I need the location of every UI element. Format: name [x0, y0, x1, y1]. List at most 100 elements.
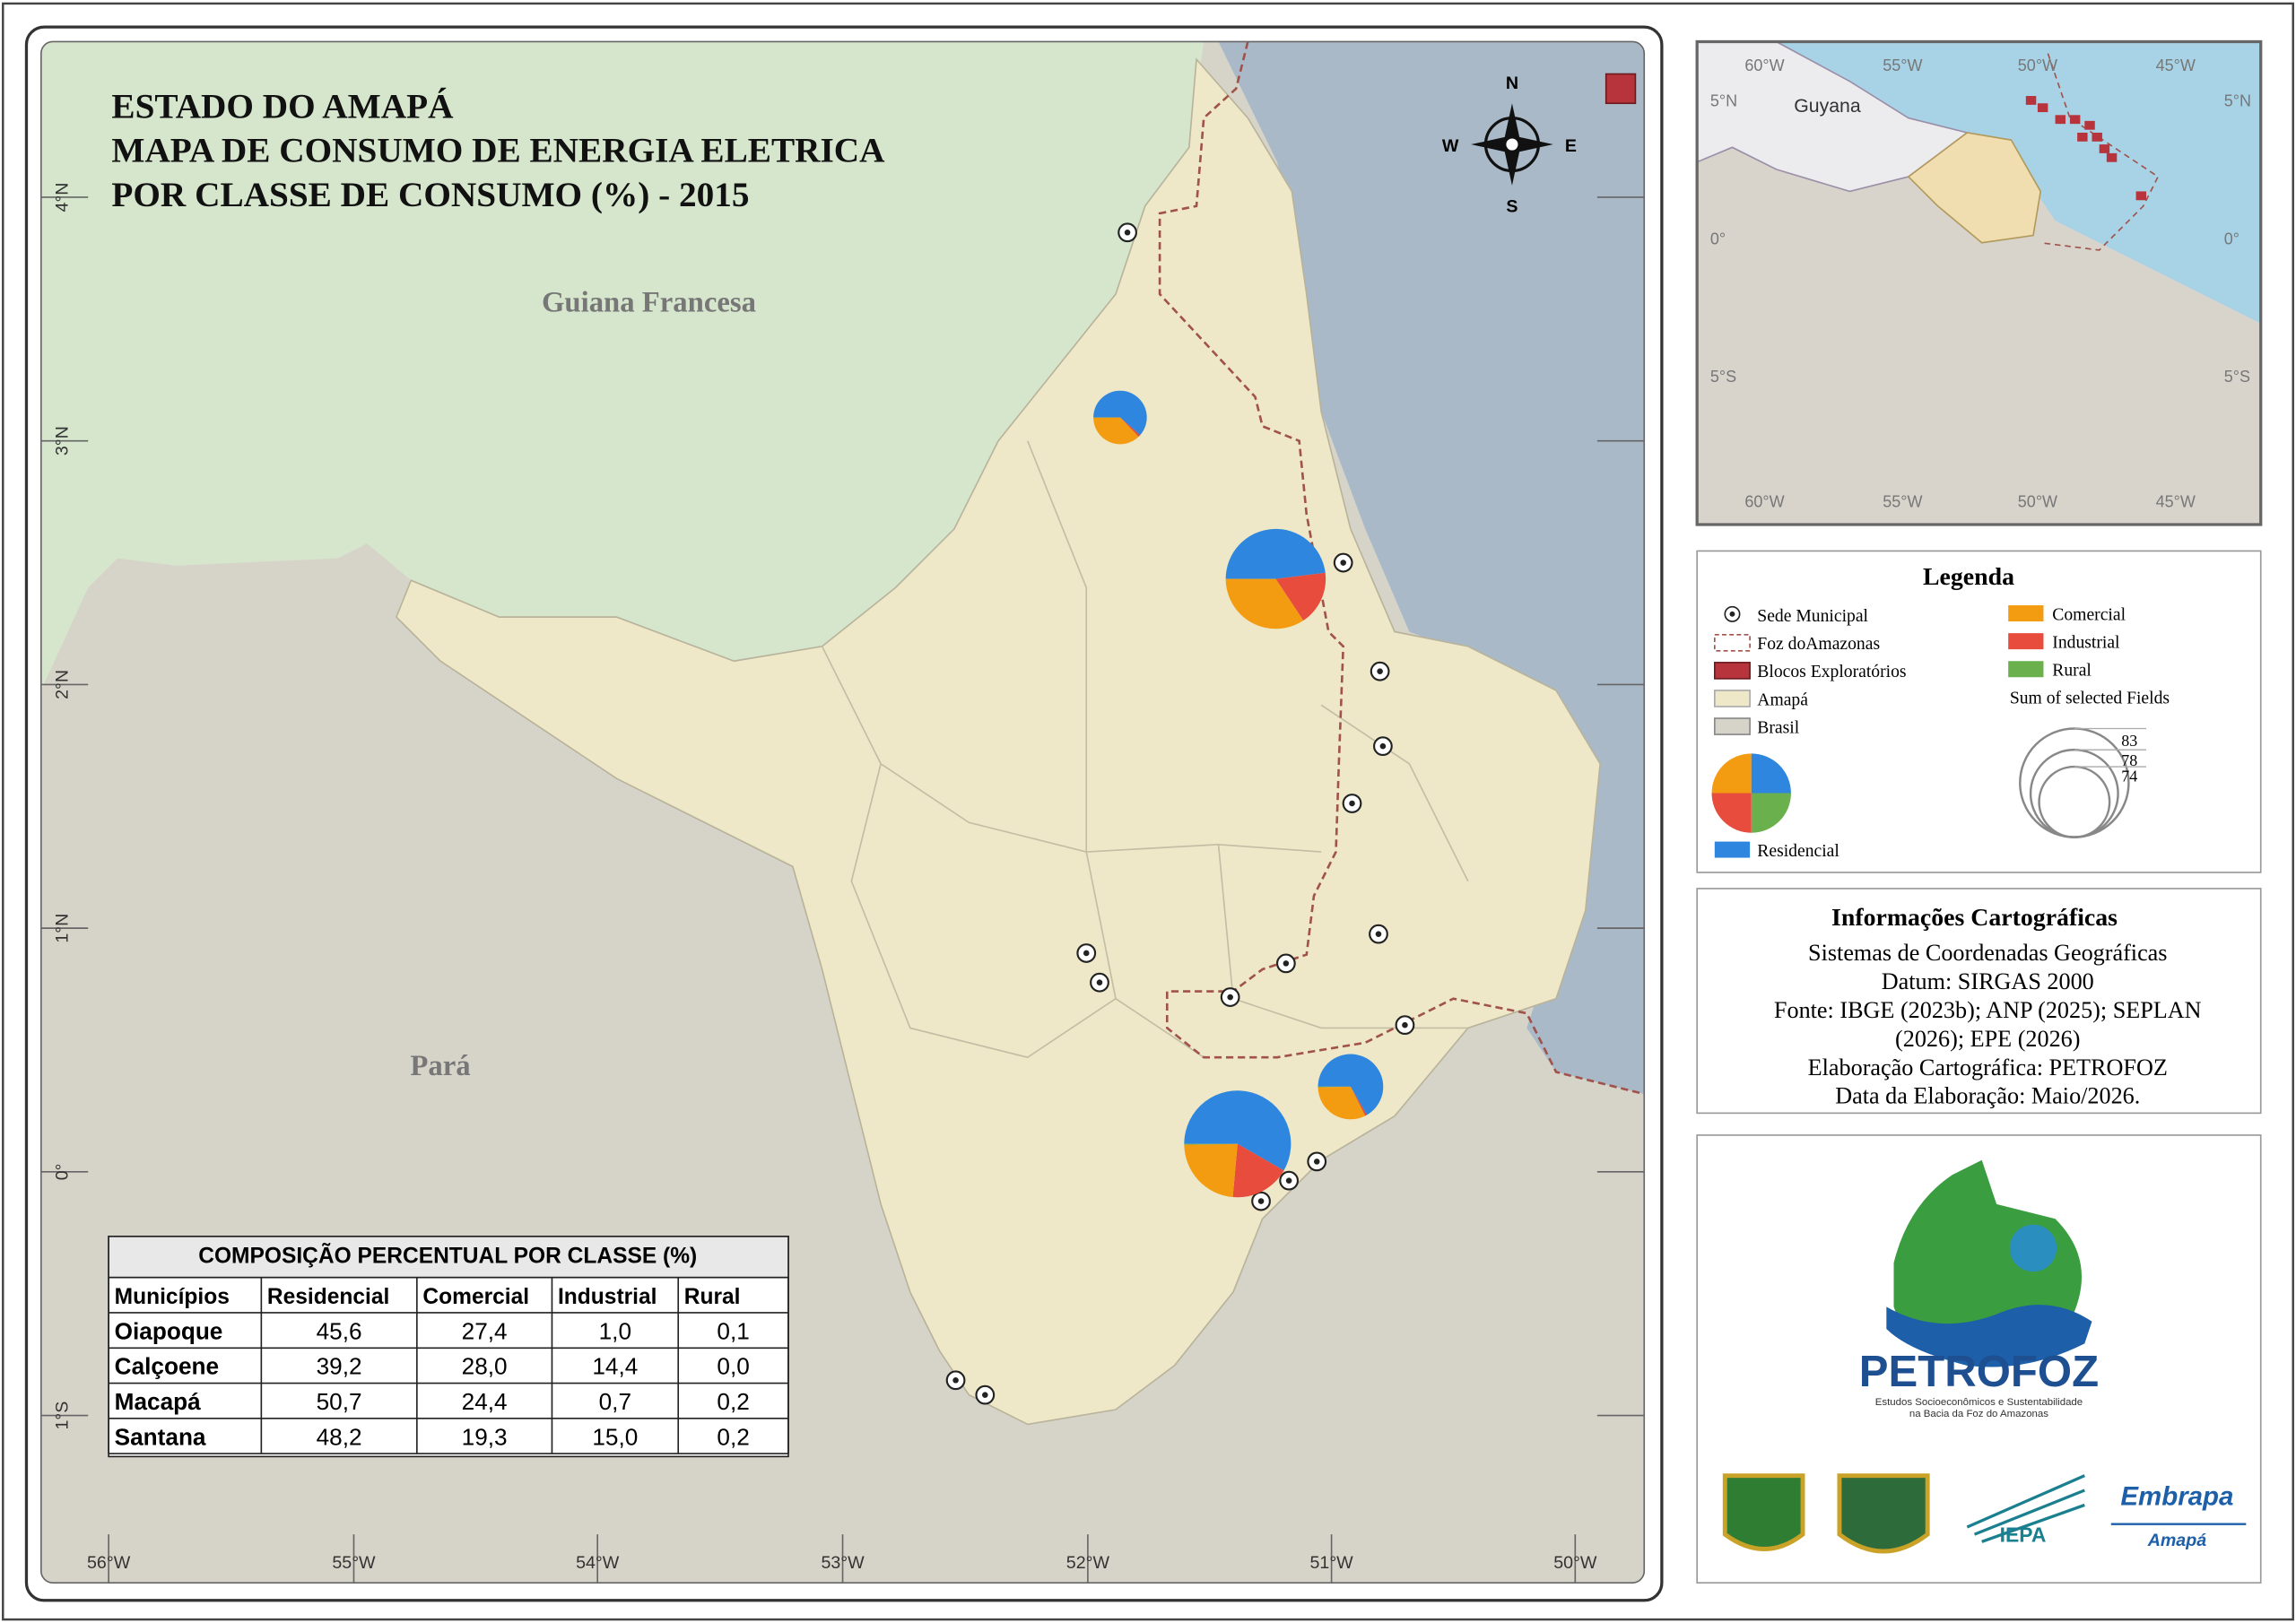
seat-dot: [1402, 1021, 1408, 1028]
legend-size-title: Sum of selected Fields: [2010, 689, 2170, 708]
compass-letter: E: [1565, 136, 1577, 156]
partner-iepa-lines: [1966, 1474, 2085, 1543]
legend-item: Comercial: [2052, 604, 2126, 624]
compass-letter: W: [1442, 136, 1459, 156]
logo-tagline: na Bacia da Foz do Amazonas: [1909, 1409, 2048, 1419]
legend-title: Legenda: [1923, 563, 2014, 591]
pie-wedge: [1225, 578, 1304, 629]
seat-dot: [1227, 994, 1233, 1001]
seat-dot: [1375, 931, 1382, 937]
inset-lon-label: 55°W: [1883, 492, 1922, 510]
inset-block: [2025, 96, 2037, 105]
inset-lon-label: 60°W: [1744, 56, 1784, 74]
lat-tick-label: 3°N: [52, 426, 72, 456]
table-municipality: Macapá: [115, 1388, 201, 1415]
partner-name: IEPA: [2000, 1523, 2047, 1546]
map-title: MAPA DE CONSUMO DE ENERGIA ELETRICA: [111, 132, 885, 170]
seat-dot: [1379, 742, 1387, 750]
inset-block: [2069, 115, 2081, 125]
seat-dot: [1096, 979, 1103, 985]
partner-name: Embrapa: [2120, 1481, 2233, 1511]
logo-figure: [2009, 1224, 2057, 1272]
municipal-borders: [821, 440, 1469, 1059]
table-cell: 0,0: [717, 1353, 749, 1380]
legend-item: Amapá: [1757, 690, 1808, 709]
legend-swatch: [2008, 605, 2044, 622]
table-cell: 15,0: [592, 1423, 638, 1450]
pie-wedge: [1318, 1054, 1384, 1115]
logo-wave: [1886, 1305, 2092, 1367]
inset-lon-label: 55°W: [1883, 56, 1922, 74]
legend-swatch: [1713, 690, 1751, 707]
inset-lat-label: 0°: [1710, 230, 1726, 247]
legend-swatch: [1714, 841, 1751, 858]
table-cell: 0,1: [717, 1317, 749, 1344]
table-cell: 39,2: [317, 1353, 362, 1380]
info-line: (2026); EPE (2026): [1895, 1026, 2080, 1052]
info-line: Sistemas de Coordenadas Geográficas: [1808, 940, 2167, 966]
seat-dot: [1340, 560, 1346, 566]
pie-wedge: [1232, 1143, 1284, 1198]
lat-tick-label: 4°N: [52, 183, 72, 213]
ocean: [1218, 41, 1645, 1095]
table-cell: 0,2: [717, 1423, 749, 1450]
info-line: Elaboração Cartográfica: PETROFOZ: [1808, 1055, 2168, 1081]
inset-frame: [1695, 39, 2263, 526]
pie-wedge: [1184, 1143, 1238, 1198]
map-title: POR CLASSE DE CONSUMO (%) - 2015: [111, 176, 749, 214]
lat-tick-label: 1°S: [52, 1402, 72, 1430]
legend-seat-dot: [1729, 611, 1735, 617]
legend-swatch: [1713, 633, 1751, 652]
pie-wedge: [1093, 417, 1139, 445]
region-label: Guiana Francesa: [542, 287, 756, 319]
legend-item: Residencial: [1757, 841, 1839, 861]
legend-size-value: 83: [2121, 732, 2137, 750]
region-label: Pará: [410, 1050, 470, 1082]
lon-tick-label: 50°W: [1553, 1553, 1597, 1573]
overlay: ESTADO DO AMAPÁ MAPA DE CONSUMO DE ENERGI…: [40, 39, 2263, 1584]
seat-dot: [1349, 800, 1355, 807]
legend-pie-quadrant: [1711, 753, 1752, 794]
inset-block: [2037, 103, 2048, 113]
seat-dot: [982, 1392, 988, 1398]
table-cell: 0,7: [599, 1388, 631, 1415]
table-cell: 27,4: [462, 1317, 508, 1344]
inset-lon-label: 45°W: [2156, 56, 2196, 74]
legend-item: Industrial: [2052, 632, 2120, 652]
partner-name: Amapá: [2147, 1531, 2207, 1550]
seat-dot: [952, 1376, 959, 1384]
pie-wedge: [1119, 417, 1141, 438]
legend-size-value: 74: [2121, 767, 2137, 785]
table-cell: 19,3: [462, 1423, 508, 1450]
table-cell: 14,4: [592, 1353, 638, 1380]
table-cell: 48,2: [317, 1423, 362, 1450]
legend-size-value: 78: [2121, 751, 2137, 769]
logo-tagline: Estudos Socioeconômicos e Sustentabilida…: [1875, 1397, 2083, 1408]
table-cell: 50,7: [317, 1388, 362, 1415]
inset-label: Guyana: [1794, 95, 1861, 117]
table-header: Residencial: [267, 1285, 389, 1309]
table-municipality: Santana: [115, 1423, 206, 1450]
seat-dot: [1285, 1177, 1292, 1184]
lat-tick-label: 1°N: [52, 914, 72, 943]
inset-block: [2084, 120, 2095, 130]
seat-dot: [1124, 229, 1131, 236]
pie-wedge: [1318, 1086, 1366, 1120]
french-guiana: [40, 41, 1205, 690]
table-cell: 0,2: [717, 1388, 749, 1415]
map-outer-frame: [24, 25, 1664, 1602]
lon-tick-label: 55°W: [332, 1553, 376, 1573]
inset-lat-label: 5°N: [2224, 92, 2251, 110]
compass-letter: S: [1506, 196, 1518, 216]
inset-lon-label: 60°W: [1744, 492, 1784, 510]
legend-swatch: [1713, 662, 1751, 680]
map-title: ESTADO DO AMAPÁ: [111, 87, 454, 126]
pie-wedge: [1184, 1090, 1292, 1171]
inset-block: [2055, 115, 2066, 125]
logo-name: PETROFOZ: [1859, 1348, 2099, 1396]
legend-pie-quadrant: [1751, 753, 1791, 794]
table-cell: 1,0: [599, 1317, 631, 1344]
info-box: [1696, 888, 2262, 1115]
